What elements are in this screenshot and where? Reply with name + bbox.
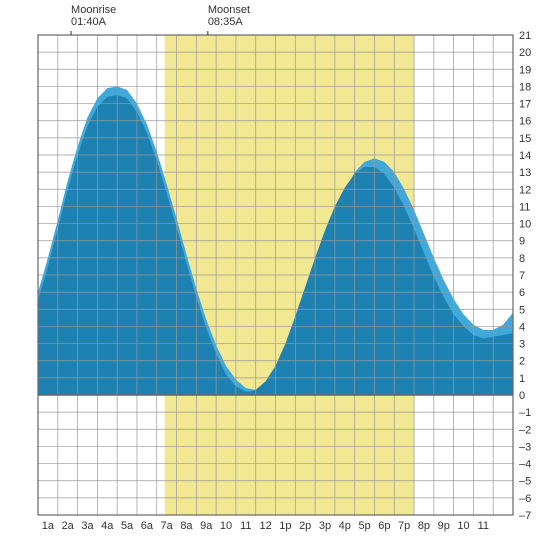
y-tick-label: –2 <box>519 424 531 436</box>
annotation-label: Moonset <box>208 4 250 16</box>
annotation-time: 08:35A <box>208 16 244 28</box>
x-tick-label: 3p <box>319 520 331 532</box>
x-tick-label: 12 <box>259 520 271 532</box>
y-tick-label: 10 <box>519 219 531 231</box>
x-tick-label: 6p <box>378 520 390 532</box>
y-tick-label: 16 <box>519 116 531 128</box>
y-tick-label: 3 <box>519 339 525 351</box>
tide-chart: –7–6–5–4–3–2–101234567891011121314151617… <box>0 0 550 550</box>
y-tick-label: 2 <box>519 356 525 368</box>
annotation-time: 01:40A <box>71 16 107 28</box>
chart-svg: –7–6–5–4–3–2–101234567891011121314151617… <box>0 0 550 550</box>
y-tick-label: 8 <box>519 253 525 265</box>
x-tick-label: 10 <box>457 520 469 532</box>
y-tick-label: 1 <box>519 373 525 385</box>
y-tick-label: –4 <box>519 459 531 471</box>
x-tick-label: 2a <box>62 520 75 532</box>
y-tick-label: 6 <box>519 287 525 299</box>
x-tick-label: 4p <box>339 520 351 532</box>
x-tick-label: 1a <box>42 520 55 532</box>
y-tick-label: 19 <box>519 64 531 76</box>
y-tick-label: 15 <box>519 133 531 145</box>
y-tick-label: 11 <box>519 201 530 213</box>
x-tick-label: 11 <box>478 520 489 532</box>
y-tick-label: 17 <box>519 99 531 111</box>
x-tick-label: 5a <box>121 520 134 532</box>
x-tick-label: 1p <box>279 520 291 532</box>
y-tick-label: 5 <box>519 304 525 316</box>
x-tick-label: 11 <box>240 520 251 532</box>
x-tick-label: 8p <box>418 520 430 532</box>
y-tick-label: –7 <box>519 510 531 522</box>
x-tick-label: 3a <box>81 520 94 532</box>
x-tick-label: 9p <box>438 520 450 532</box>
x-tick-label: 2p <box>299 520 311 532</box>
y-tick-label: 21 <box>519 30 531 42</box>
x-tick-label: 5p <box>358 520 370 532</box>
annotation-label: Moonrise <box>71 4 116 16</box>
y-tick-label: 9 <box>519 236 525 248</box>
x-tick-label: 4a <box>101 520 114 532</box>
y-tick-label: 0 <box>519 390 525 402</box>
x-tick-label: 10 <box>220 520 232 532</box>
y-tick-label: –1 <box>519 407 531 419</box>
y-tick-label: 13 <box>519 167 531 179</box>
y-tick-label: –5 <box>519 476 531 488</box>
y-tick-label: 7 <box>519 270 525 282</box>
x-tick-label: 8a <box>180 520 193 532</box>
x-tick-label: 9a <box>200 520 213 532</box>
x-tick-label: 7a <box>161 520 174 532</box>
y-tick-label: 14 <box>519 150 531 162</box>
y-tick-label: –6 <box>519 493 531 505</box>
y-tick-label: 18 <box>519 81 531 93</box>
y-tick-label: 12 <box>519 184 531 196</box>
y-tick-label: 20 <box>519 47 531 59</box>
x-tick-label: 7p <box>398 520 410 532</box>
x-tick-label: 6a <box>141 520 154 532</box>
y-tick-label: 4 <box>519 321 525 333</box>
y-tick-label: –3 <box>519 441 531 453</box>
